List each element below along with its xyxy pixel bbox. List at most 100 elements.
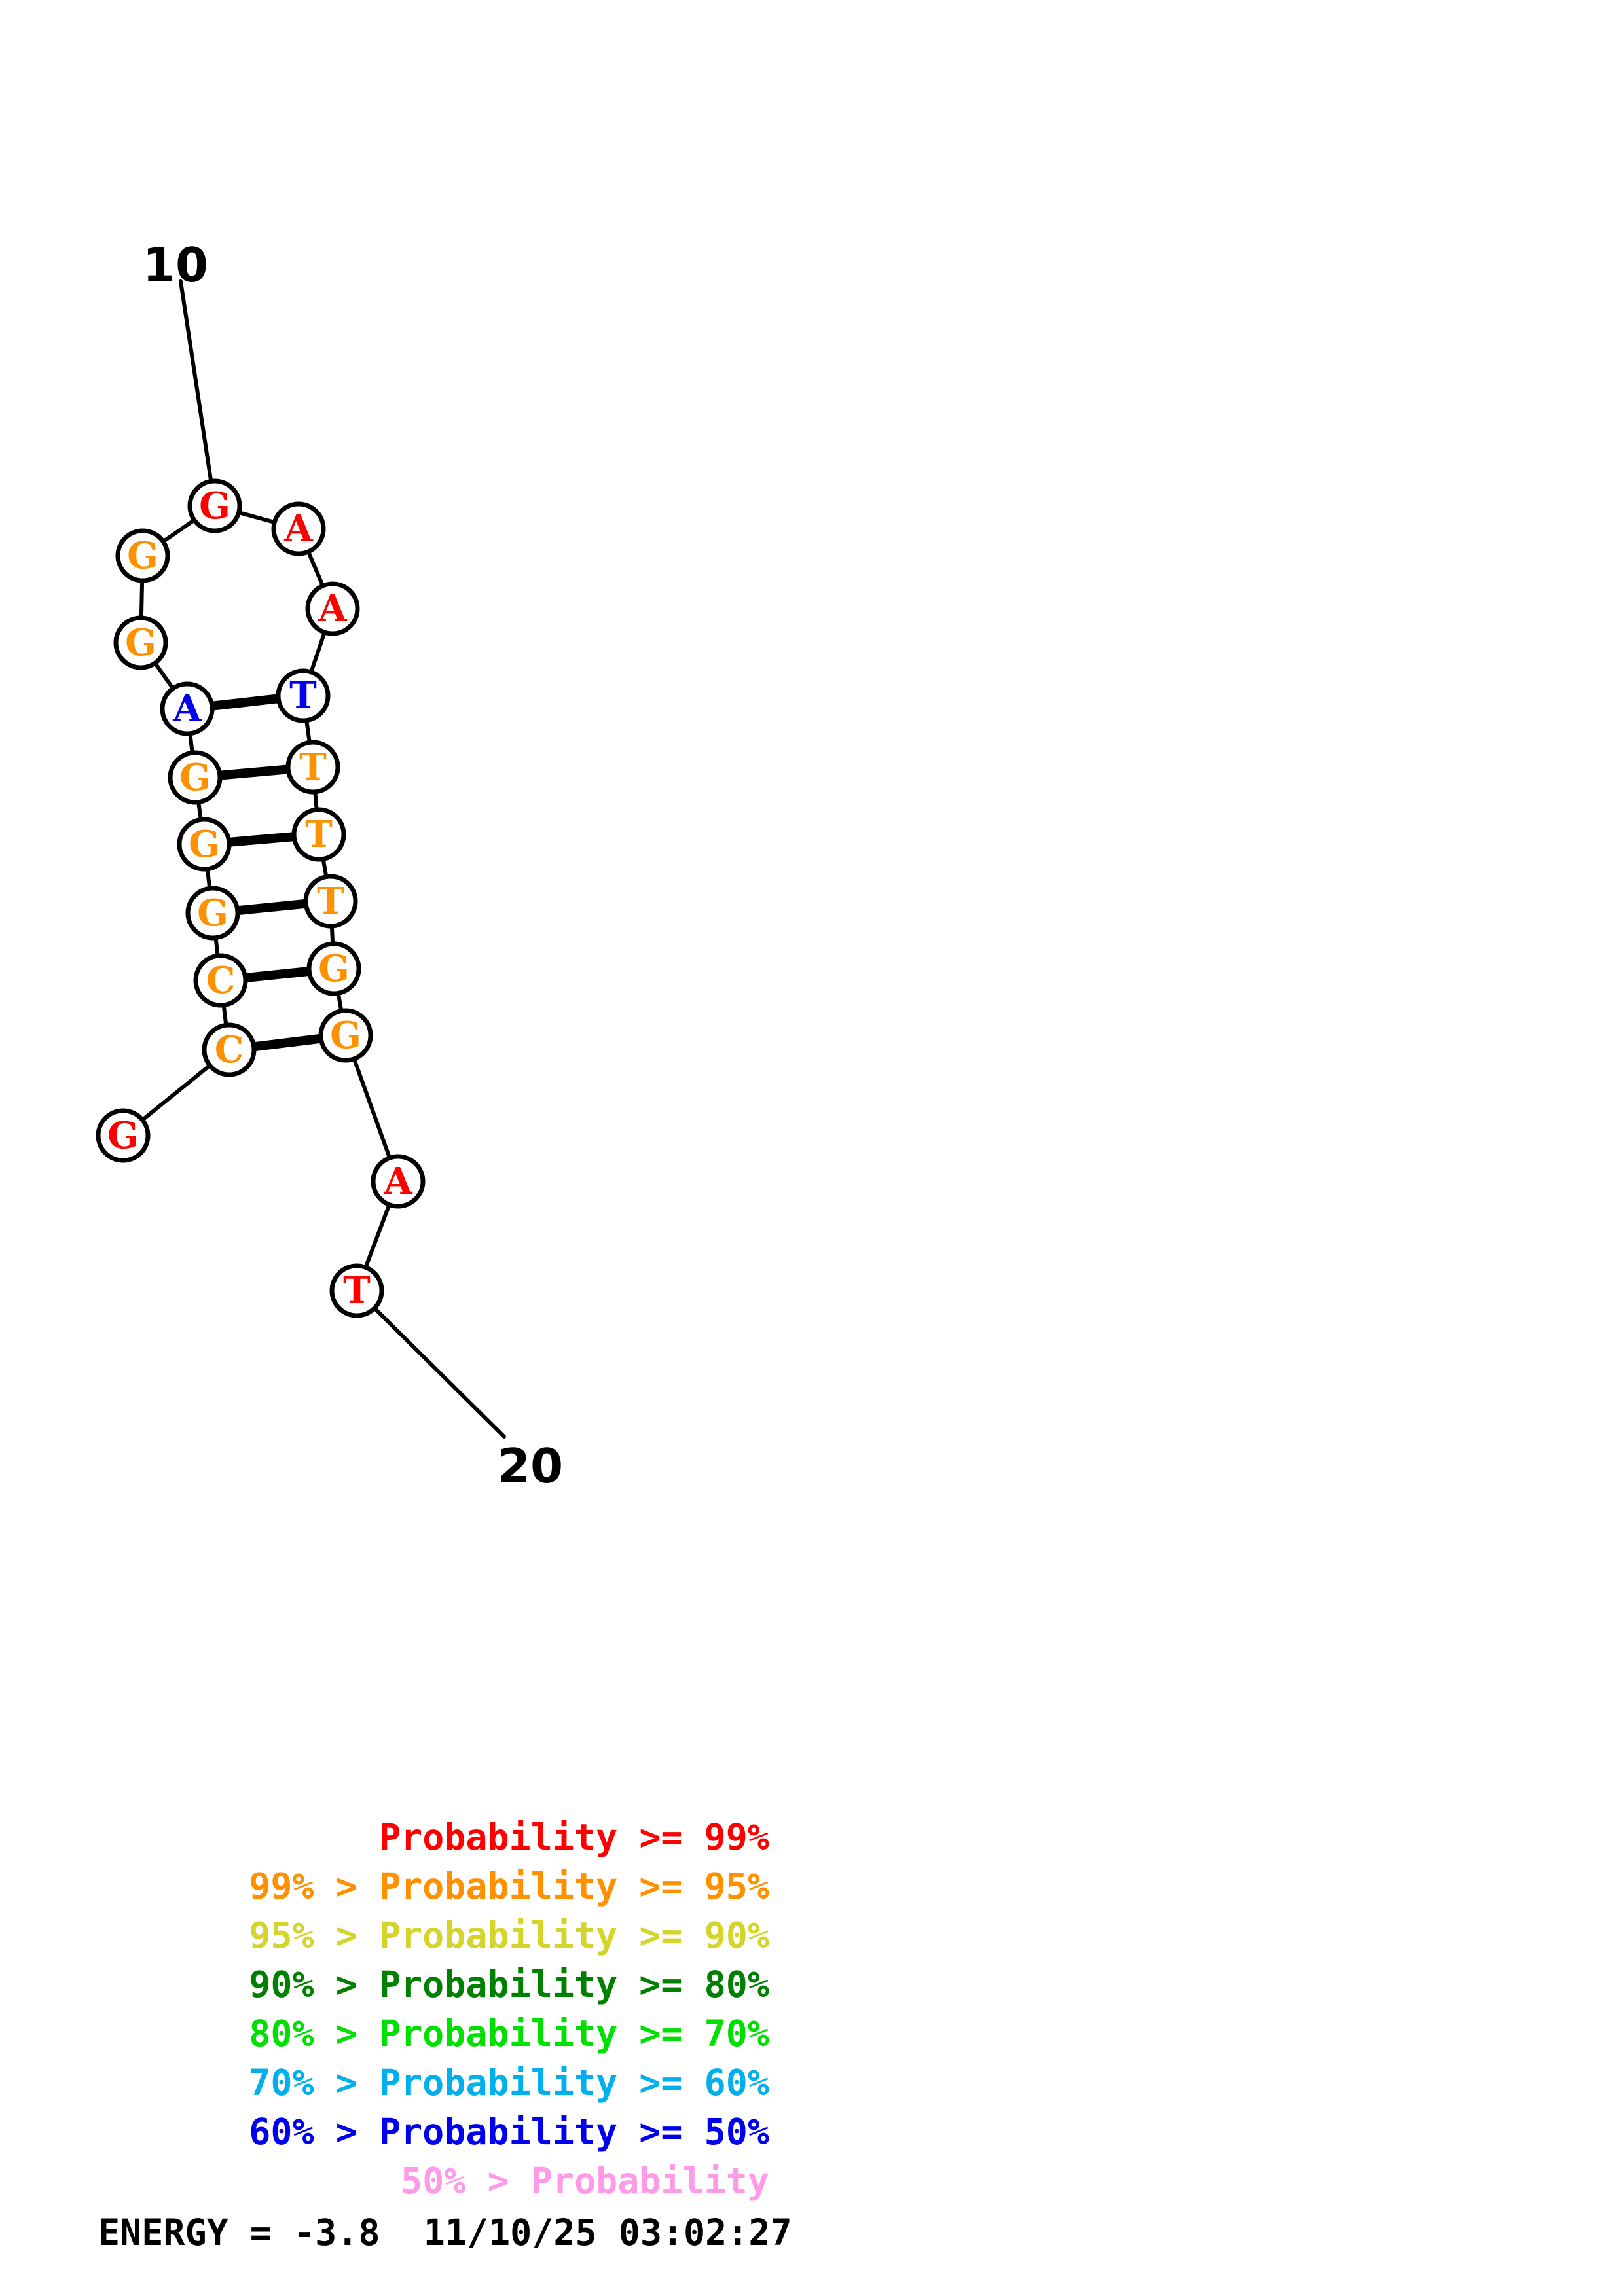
legend-row: 60% > Probability >= 50% <box>249 2111 769 2153</box>
backbone-link <box>306 549 325 588</box>
probability-legend: Probability >= 99% 99% > Probability >= … <box>98 1813 884 2206</box>
base-node[interactable]: T <box>285 740 340 795</box>
base-circle <box>113 615 168 670</box>
legend-row: 95% > Probability >= 90% <box>249 1914 769 1956</box>
base-circle <box>193 953 248 1008</box>
base-node[interactable]: G <box>96 1108 151 1163</box>
backbone-link <box>308 630 327 675</box>
base-letter: G <box>330 1014 361 1057</box>
base-letter: T <box>289 674 317 717</box>
base-circle <box>160 681 215 736</box>
backbone-link <box>352 1056 392 1161</box>
base-node[interactable]: G <box>187 478 242 533</box>
backbone-layer <box>139 510 392 1270</box>
base-letter: A <box>318 587 348 630</box>
base-circle <box>306 941 361 996</box>
backbone-link <box>153 660 175 691</box>
base-circle <box>285 740 340 795</box>
base-node[interactable]: A <box>305 581 360 636</box>
backbone-link <box>329 923 335 947</box>
backbone-link <box>139 1063 213 1122</box>
base-node[interactable]: G <box>185 886 240 941</box>
base-letter: A <box>383 1160 413 1203</box>
base-pair-bond <box>236 899 308 916</box>
base-node[interactable]: G <box>177 817 232 872</box>
legend-row: 80% > Probability >= 70% <box>249 2013 769 2054</box>
base-circle <box>168 750 223 805</box>
base-letter: G <box>127 534 158 577</box>
base-letter: C <box>215 1028 244 1071</box>
base-node[interactable]: T <box>329 1263 384 1318</box>
base-circle <box>276 668 331 723</box>
base-pair-layer <box>210 694 323 1052</box>
legend-row: 90% > Probability >= 80% <box>249 1964 769 2005</box>
base-node[interactable]: T <box>291 807 346 862</box>
base-letter: G <box>199 484 230 528</box>
base-pair-bond <box>251 1033 323 1052</box>
base-letter: G <box>179 756 211 799</box>
base-letter: G <box>107 1114 139 1157</box>
base-circle <box>187 478 242 533</box>
backbone-link <box>304 717 312 745</box>
base-letter: G <box>125 621 156 664</box>
base-node[interactable]: A <box>160 681 215 736</box>
base-circle <box>96 1108 151 1163</box>
base-pair-bond <box>218 764 290 780</box>
legend-row: Probability >= 99% <box>378 1816 769 1858</box>
legend-row: 70% > Probability >= 60% <box>249 2062 769 2104</box>
backbone-link <box>188 730 194 756</box>
base-pair-bond <box>227 832 296 847</box>
base-node[interactable]: G <box>318 1008 373 1063</box>
backbone-link <box>236 510 278 525</box>
base-circle <box>303 874 358 929</box>
terminal-leader-line <box>372 1306 506 1439</box>
backbone-link <box>321 856 329 880</box>
base-circle <box>318 1008 373 1063</box>
base-circle <box>185 886 240 941</box>
base-letter: G <box>189 823 220 866</box>
backbone-link <box>213 935 220 959</box>
base-letter: A <box>172 687 202 730</box>
base-node[interactable]: G <box>168 750 223 805</box>
base-circle <box>291 807 346 862</box>
legend-row: 99% > Probability >= 95% <box>249 1865 769 1907</box>
base-pair-bond <box>210 694 281 711</box>
base-node[interactable]: G <box>113 615 168 670</box>
backbone-link <box>160 518 197 544</box>
position-label: 20 <box>498 1439 563 1494</box>
base-letter: C <box>206 959 236 1002</box>
position-label: 10 <box>143 238 208 293</box>
base-letter: G <box>318 947 350 990</box>
base-letter: T <box>305 813 333 856</box>
base-node[interactable]: G <box>306 941 361 996</box>
legend-row: 50% > Probability <box>401 2160 769 2202</box>
terminal-leader-line <box>179 279 213 484</box>
backbone-link <box>196 799 203 823</box>
base-node[interactable]: T <box>276 668 331 723</box>
base-letter: T <box>299 745 327 789</box>
energy-timestamp-footer: ENERGY = -3.8 11/10/25 03:02:27 <box>98 2212 792 2253</box>
base-circle <box>177 817 232 872</box>
base-node[interactable]: C <box>202 1022 257 1077</box>
base-pair-bond <box>244 966 311 983</box>
backbone-link <box>363 1202 392 1270</box>
base-circle <box>371 1154 426 1209</box>
base-letter: T <box>317 880 344 923</box>
base-letter: T <box>343 1269 371 1312</box>
base-node[interactable]: G <box>115 528 170 583</box>
base-node[interactable]: C <box>193 953 248 1008</box>
base-node[interactable]: A <box>371 1154 426 1209</box>
base-node[interactable]: A <box>271 501 326 556</box>
base-circle <box>329 1263 384 1318</box>
position-label-layer: 10 20 <box>143 238 563 1494</box>
base-circle <box>202 1022 257 1077</box>
base-node[interactable]: T <box>303 874 358 929</box>
backbone-link <box>221 1002 228 1028</box>
base-letter: A <box>283 507 314 550</box>
base-circle <box>305 581 360 636</box>
backbone-link <box>336 990 344 1014</box>
base-letter: G <box>197 891 228 935</box>
backbone-link <box>139 577 145 621</box>
